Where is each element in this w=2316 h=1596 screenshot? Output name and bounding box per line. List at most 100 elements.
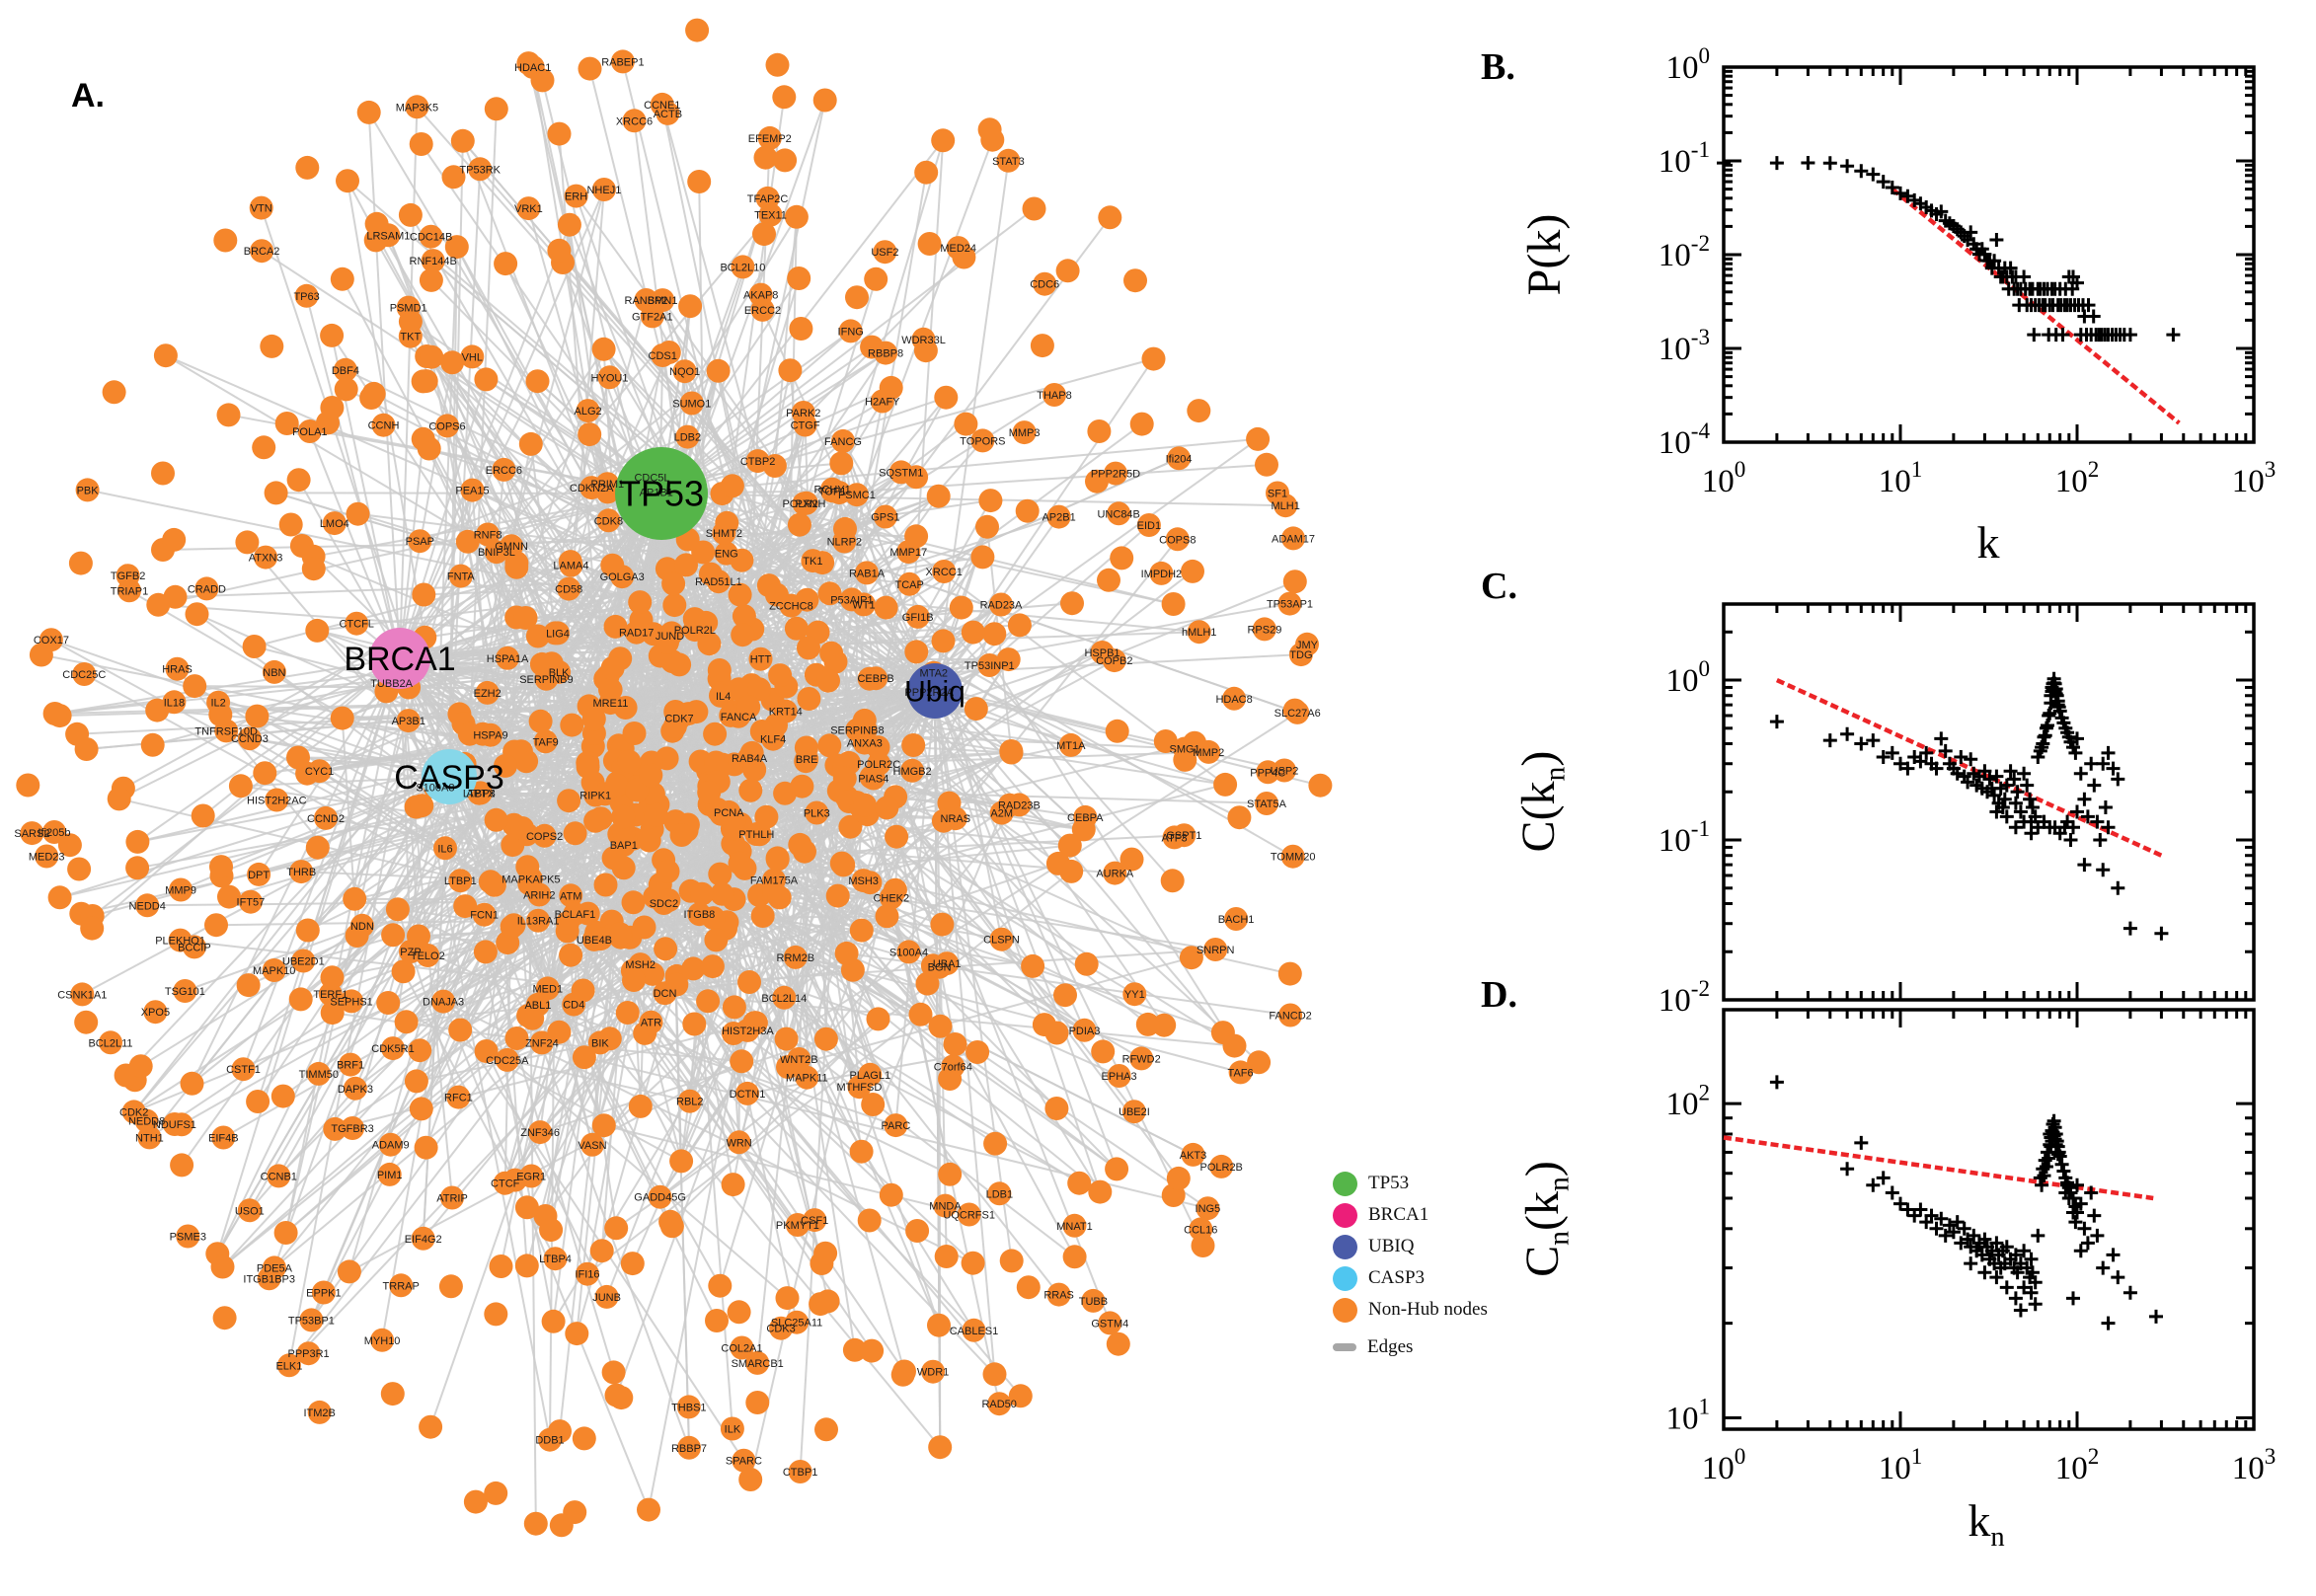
gene-label: NHEJ1 <box>586 185 621 196</box>
gene-node <box>901 733 925 757</box>
gene-label: THAP8 <box>1037 390 1071 402</box>
gene-label: RBL2 <box>676 1097 704 1108</box>
gene-node <box>154 343 178 367</box>
gene-label: TGFBR3 <box>331 1123 373 1135</box>
data-point <box>1840 159 1854 173</box>
gene-label: XPO5 <box>141 1007 170 1019</box>
gene-node <box>829 451 853 475</box>
gene-node <box>669 1149 693 1173</box>
gene-label: CD4 <box>563 1000 584 1012</box>
gene-node <box>622 890 646 914</box>
gene-label: RBBP7 <box>671 1443 707 1455</box>
gene-node <box>875 596 898 620</box>
gene-label: ITGB8 <box>684 909 716 921</box>
gene-node <box>876 904 899 928</box>
y-tick-label: 10-3 <box>1659 324 1710 367</box>
gene-label: JUND <box>656 631 684 643</box>
data-point <box>2077 1222 2091 1236</box>
gene-label: BCL2L10 <box>720 262 765 273</box>
gene-label: THBS1 <box>671 1402 706 1413</box>
gene-node <box>766 848 790 872</box>
gene-label: UNC84B <box>1097 508 1139 520</box>
gene-node <box>125 830 149 854</box>
gene-node <box>950 596 973 620</box>
gene-label: PSMC1 <box>838 490 876 501</box>
gene-label: TIMM50 <box>299 1069 339 1081</box>
gene-node <box>412 583 435 607</box>
gene-label: NDN <box>350 921 374 933</box>
gene-label: RNF144B <box>410 256 457 267</box>
gene-node <box>565 1322 588 1345</box>
gene-label: SNRPN <box>1197 945 1235 956</box>
gene-node <box>253 761 276 785</box>
gene-label: CEBPA <box>1067 812 1104 824</box>
gene-label: COX17 <box>34 635 69 646</box>
gene-label: USP2 <box>1271 766 1299 778</box>
gene-label: TCAP <box>895 579 924 591</box>
gene-node <box>633 916 656 940</box>
gene-node <box>504 556 528 579</box>
gene-node <box>484 1482 507 1505</box>
gene-label: IFNG <box>838 326 864 338</box>
gene-node <box>515 1254 539 1277</box>
gene-label: LIG4 <box>546 628 570 640</box>
gene-node <box>813 89 837 113</box>
gene-node <box>410 1097 433 1120</box>
data-point <box>2068 1215 2082 1229</box>
gene-node <box>74 1011 98 1034</box>
gene-label: TRIAP1 <box>111 585 149 597</box>
gene-label: TGFB2 <box>111 570 145 582</box>
gene-node <box>696 989 720 1013</box>
plot-frame <box>1724 604 2254 1000</box>
gene-label: AP2B1 <box>1042 512 1075 524</box>
gene-node <box>928 1435 952 1459</box>
gene-label: BNIP3L <box>478 547 515 559</box>
gene-node <box>701 954 725 978</box>
gene-node <box>708 1274 732 1298</box>
gene-node <box>550 1513 574 1537</box>
gene-node <box>1213 773 1237 797</box>
data-point <box>2149 1310 2163 1324</box>
gene-label: BGN <box>928 962 952 974</box>
gene-node <box>1031 334 1054 357</box>
gene-node <box>1023 197 1046 221</box>
gene-node <box>983 1362 1007 1386</box>
gene-node <box>1056 259 1080 282</box>
gene-node <box>904 640 928 663</box>
gene-node <box>860 1339 884 1363</box>
gene-label: XRCC1 <box>926 567 963 578</box>
gene-node <box>246 1090 270 1113</box>
gene-node <box>43 702 67 725</box>
gene-label: SEPHS1 <box>330 996 372 1008</box>
gene-label: A2M <box>990 808 1013 820</box>
gene-node <box>592 1113 616 1137</box>
gene-node <box>420 268 443 292</box>
gene-label: LAMA4 <box>553 561 588 572</box>
gene-label: DPT <box>248 870 270 881</box>
gene-node <box>616 1001 640 1025</box>
gene-label: WRN <box>726 1137 751 1149</box>
gene-node <box>703 722 727 746</box>
gene-label: TP63 <box>293 291 319 303</box>
gene-label: RNF8 <box>474 530 502 542</box>
gene-label: GTF2A1 <box>632 311 673 323</box>
gene-label: STAT5A <box>1247 798 1287 810</box>
gene-label: PARK2 <box>786 408 820 419</box>
gene-label: FNTA <box>447 571 476 583</box>
gene-node <box>415 1136 438 1160</box>
gene-node <box>1059 860 1083 883</box>
gene-label: RRM2B <box>777 952 815 964</box>
hub-label-casp3: CASP3 <box>394 759 504 797</box>
gene-label: ARIH2 <box>523 890 555 902</box>
gene-node <box>654 937 677 960</box>
gene-label: MMP2 <box>1193 747 1224 759</box>
gene-label: CCL16 <box>1184 1224 1217 1236</box>
gene-node <box>814 1417 838 1441</box>
gene-node <box>558 213 581 237</box>
gene-label: VASN <box>578 1140 606 1152</box>
data-point <box>2087 1209 2101 1223</box>
gene-label: CDC25C <box>62 669 106 681</box>
gene-label: FCN1 <box>470 910 499 922</box>
data-point <box>2123 1286 2137 1300</box>
